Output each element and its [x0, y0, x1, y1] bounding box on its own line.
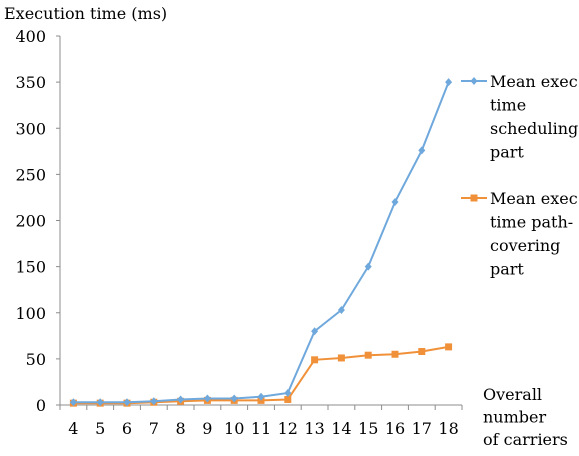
- y-tick-label: 350: [15, 73, 46, 92]
- x-tick-label: 13: [304, 419, 324, 438]
- data-point: [257, 392, 265, 401]
- y-axis-tick-labels: 0 50 100 150 200 250 300 350 400: [15, 27, 60, 415]
- x-tick-label: 7: [149, 419, 159, 438]
- data-point: [230, 394, 238, 403]
- data-point: [203, 394, 211, 403]
- x-tick-label: 6: [122, 419, 132, 438]
- x-tick-label: 15: [358, 419, 378, 438]
- x-tick-label: 4: [68, 419, 78, 438]
- legend-label: scheduling: [490, 119, 578, 138]
- x-axis-title-line: number: [483, 408, 546, 427]
- x-tick-label: 18: [438, 419, 458, 438]
- data-point: [96, 398, 104, 407]
- x-tick-label: 17: [412, 419, 432, 438]
- legend: Mean exec. time scheduling part Mean exec. ti…: [461, 72, 579, 279]
- x-axis-title: Overall number of carriers: [483, 385, 568, 449]
- data-point: [150, 397, 158, 406]
- legend-label: part: [490, 260, 524, 279]
- y-tick-label: 150: [15, 258, 46, 277]
- data-point: [470, 77, 478, 85]
- data-point: [470, 194, 478, 202]
- legend-label: time: [490, 96, 526, 115]
- data-point: [337, 305, 345, 314]
- x-axis-title-line: Overall: [483, 385, 542, 404]
- legend-label: Mean exec.: [490, 189, 579, 208]
- x-tick-label: 9: [202, 419, 212, 438]
- data-point: [445, 343, 453, 351]
- data-point: [391, 198, 399, 207]
- series-layer: [69, 78, 453, 407]
- x-tick-label: 12: [278, 419, 298, 438]
- legend-label: covering: [490, 236, 560, 255]
- y-tick-label: 250: [15, 165, 46, 184]
- y-tick-label: 300: [15, 119, 46, 138]
- legend-label: time path-: [490, 213, 573, 232]
- x-tick-label: 5: [95, 419, 105, 438]
- data-point: [418, 347, 426, 355]
- x-tick-label: 11: [251, 419, 271, 438]
- x-axis-title-line: of carriers: [483, 430, 568, 449]
- legend-label: part: [490, 143, 524, 162]
- data-point: [337, 354, 345, 362]
- data-point: [284, 395, 292, 403]
- data-point: [445, 78, 453, 87]
- x-tick-label: 10: [224, 419, 244, 438]
- data-point: [364, 351, 372, 359]
- data-point: [418, 146, 426, 155]
- data-point: [364, 262, 372, 271]
- y-tick-label: 100: [15, 304, 46, 323]
- x-axis-tick-labels: 4 5 6 7 8 9 10 11 12 13 14 15 16 17 18: [59, 405, 463, 438]
- data-point: [69, 398, 77, 407]
- data-point: [284, 389, 292, 398]
- x-tick-label: 14: [331, 419, 351, 438]
- data-point: [177, 395, 185, 404]
- y-tick-label: 200: [15, 212, 46, 231]
- y-tick-label: 50: [26, 350, 46, 369]
- y-tick-label: 400: [15, 27, 46, 46]
- data-point: [123, 398, 131, 407]
- data-point: [311, 327, 319, 336]
- x-tick-label: 8: [176, 419, 186, 438]
- data-point: [391, 350, 399, 358]
- y-axis-title: Execution time (ms): [4, 4, 167, 23]
- data-point: [311, 356, 319, 364]
- x-tick-label: 16: [385, 419, 405, 438]
- legend-label: Mean exec.: [490, 72, 579, 91]
- y-tick-label: 0: [36, 396, 46, 415]
